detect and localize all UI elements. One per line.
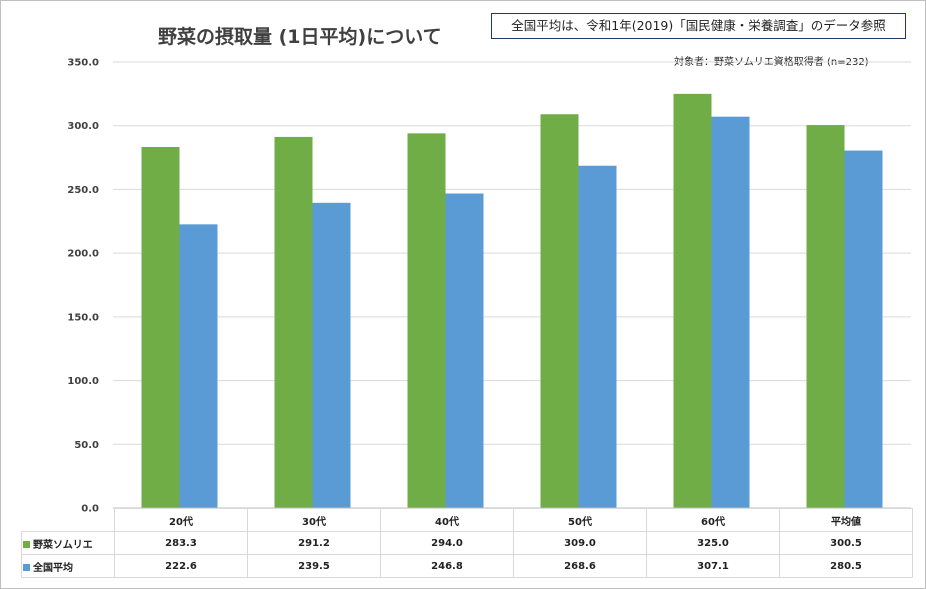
y-tick-label: 250.0 (67, 185, 99, 196)
legend-label: 野菜ソムリエ (33, 539, 93, 551)
legend-label: 全国平均 (33, 562, 73, 574)
category-header: 60代 (646, 508, 780, 532)
data-table: 20代 30代 40代 50代 60代 平均値 野菜ソムリエ 283.3 291… (21, 508, 913, 578)
table-cell: 325.0 (646, 531, 780, 555)
legend-entry-national: 全国平均 (21, 554, 115, 578)
bar-sommelier-5 (806, 125, 845, 508)
table-cell: 280.5 (779, 554, 913, 578)
table-cell: 309.0 (513, 531, 647, 555)
bar-national-4 (711, 116, 750, 508)
data-table-row-sommelier: 野菜ソムリエ 283.3 291.2 294.0 309.0 325.0 300… (21, 531, 913, 555)
table-cell: 222.6 (114, 554, 248, 578)
y-tick-label: 50.0 (74, 440, 99, 451)
data-table-row-national: 全国平均 222.6 239.5 246.8 268.6 307.1 280.5 (21, 554, 913, 578)
bar-sommelier-2 (407, 133, 446, 509)
table-cell: 300.5 (779, 531, 913, 555)
source-note: 全国平均は、令和1年(2019)「国民健康・栄養調査」のデータ参照 (491, 13, 906, 39)
legend-entry-sommelier: 野菜ソムリエ (21, 531, 115, 555)
bar-sommelier-0 (141, 146, 180, 508)
table-cell: 246.8 (380, 554, 514, 578)
legend-key-green (23, 541, 30, 548)
data-table-header-row: 20代 30代 40代 50代 60代 平均値 (21, 508, 913, 532)
y-tick-label: 100.0 (67, 376, 99, 387)
table-cell: 268.6 (513, 554, 647, 578)
table-cell: 239.5 (247, 554, 381, 578)
bar-national-2 (445, 193, 484, 508)
bar-national-1 (312, 202, 351, 508)
category-header: 50代 (513, 508, 647, 532)
chart-title: 野菜の摂取量 (1日平均)について (158, 26, 442, 48)
data-table-corner (21, 508, 115, 532)
bar-sommelier-1 (274, 136, 313, 509)
bar-national-3 (578, 165, 617, 508)
y-tick-label: 350.0 (67, 58, 99, 69)
y-tick-label: 300.0 (67, 121, 99, 132)
bar-national-5 (844, 150, 883, 508)
table-cell: 294.0 (380, 531, 514, 555)
bar-national-0 (179, 224, 218, 508)
category-header: 平均値 (779, 508, 913, 532)
category-header: 20代 (114, 508, 248, 532)
legend-key-blue (23, 564, 30, 571)
bar-sommelier-4 (673, 93, 712, 508)
table-cell: 283.3 (114, 531, 248, 555)
y-tick-label: 200.0 (67, 249, 99, 260)
table-cell: 307.1 (646, 554, 780, 578)
category-header: 30代 (247, 508, 381, 532)
category-header: 40代 (380, 508, 514, 532)
table-cell: 291.2 (247, 531, 381, 555)
bar-sommelier-3 (540, 114, 579, 508)
y-tick-label: 150.0 (67, 312, 99, 323)
